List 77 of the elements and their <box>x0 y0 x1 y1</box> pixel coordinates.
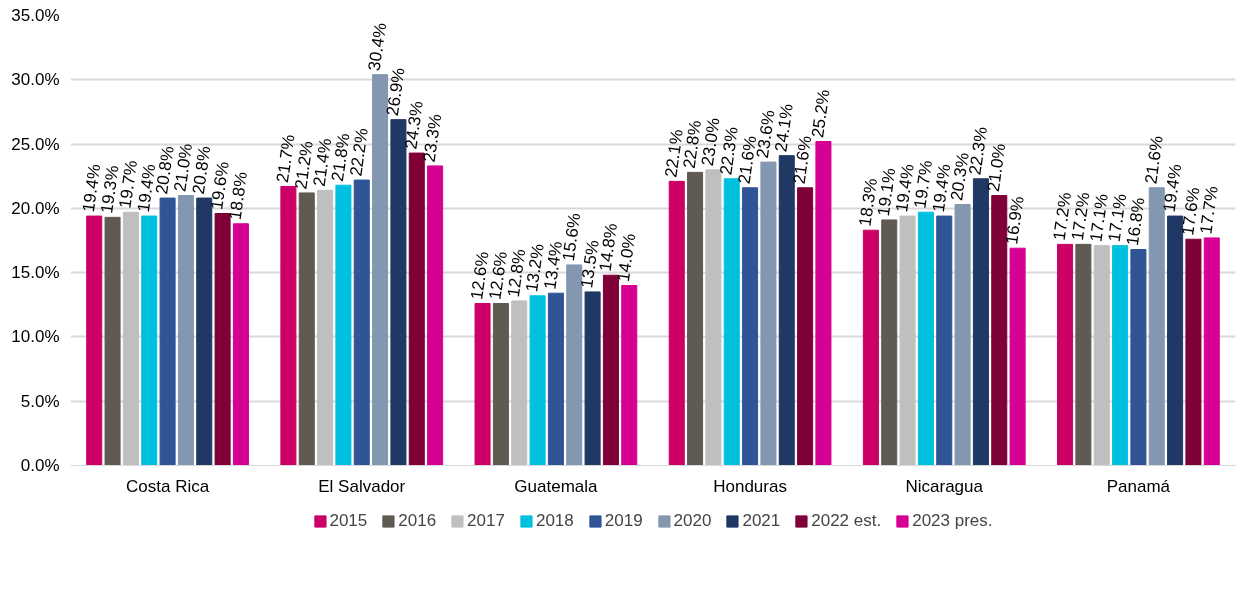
bar <box>86 215 103 466</box>
bar <box>899 215 916 466</box>
y-tick-label: 30.0% <box>11 70 60 90</box>
x-tick-label: Costa Rica <box>126 476 210 496</box>
bar <box>991 195 1008 466</box>
x-tick-label: Honduras <box>713 476 787 496</box>
bar <box>390 119 407 466</box>
bar <box>723 178 740 466</box>
y-tick-label: 20.0% <box>11 198 60 218</box>
bar <box>232 223 249 466</box>
bar <box>214 213 231 466</box>
bar <box>1075 243 1092 466</box>
x-tick-label: Guatemala <box>514 476 599 496</box>
bar <box>742 187 759 466</box>
bar <box>1057 243 1074 466</box>
legend-label: 2016 <box>398 510 437 531</box>
legend-label: 2017 <box>467 510 505 531</box>
bar <box>778 155 795 466</box>
bar <box>954 204 971 466</box>
bar <box>936 215 953 466</box>
bar <box>177 195 194 466</box>
bar <box>408 152 425 466</box>
legend-label: 2019 <box>604 510 643 531</box>
bar <box>602 274 619 466</box>
bar <box>668 180 685 466</box>
bar <box>298 192 315 466</box>
bar <box>104 216 121 466</box>
bar <box>687 171 704 466</box>
y-tick-label: 25.0% <box>11 134 60 154</box>
bar <box>566 264 583 466</box>
bar <box>1009 247 1026 466</box>
x-tick-label: El Salvador <box>318 476 406 496</box>
bar <box>317 189 334 466</box>
bar <box>427 165 444 466</box>
bar <box>122 211 139 466</box>
bar <box>621 285 638 466</box>
bar <box>797 187 814 466</box>
bar <box>1130 249 1147 466</box>
bar <box>862 229 879 466</box>
data-label: 16.9% <box>1002 195 1028 246</box>
legend-label: 2022 est. <box>811 510 882 531</box>
bar <box>705 169 722 466</box>
bar <box>881 219 898 466</box>
bar <box>1203 237 1220 466</box>
bar <box>972 178 989 466</box>
bar <box>1185 238 1202 466</box>
bar <box>1167 215 1184 466</box>
bar <box>353 179 370 466</box>
bar <box>917 211 934 466</box>
bar <box>529 295 546 466</box>
bar <box>1148 187 1165 466</box>
bar <box>547 292 564 466</box>
y-tick-label: 15.0% <box>11 263 60 283</box>
legend-label: 2020 <box>673 510 712 531</box>
x-tick-label: Panamá <box>1106 476 1171 496</box>
bar <box>196 197 213 466</box>
bar <box>511 300 528 466</box>
y-tick-label: 0.0% <box>20 456 60 475</box>
bar <box>335 184 352 466</box>
bar <box>280 186 297 466</box>
bar <box>815 141 832 466</box>
x-tick-label: Nicaragua <box>905 476 984 496</box>
legend-label: 2021 <box>742 510 781 531</box>
y-tick-label: 10.0% <box>11 327 60 347</box>
legend-label: 2018 <box>535 510 574 531</box>
bar <box>760 161 777 466</box>
y-tick-label: 5.0% <box>20 391 60 411</box>
bar <box>141 215 158 466</box>
bar <box>474 303 491 466</box>
bar <box>1112 245 1129 466</box>
y-tick-label: 35.0% <box>11 6 60 25</box>
legend-label: 2015 <box>329 510 368 531</box>
legend-label: 2023 pres. <box>912 510 993 531</box>
bar <box>584 291 601 466</box>
bar <box>492 303 509 466</box>
bar <box>1093 245 1110 466</box>
bar <box>159 197 176 466</box>
